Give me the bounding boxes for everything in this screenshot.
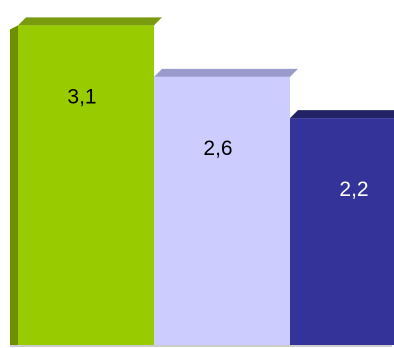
bar-1 xyxy=(10,17,162,345)
bar-2-top-face xyxy=(154,68,298,77)
bar-3-front-face xyxy=(290,118,394,345)
bar-1-top-face xyxy=(18,17,162,26)
bar-1-side-face xyxy=(10,25,18,345)
bar-3-value-label: 2,2 xyxy=(339,178,368,201)
bar-2-value-label: 2,6 xyxy=(203,137,232,160)
bar-3 xyxy=(290,110,394,345)
bar-2 xyxy=(154,68,298,345)
bar-1-value-label: 3,1 xyxy=(67,85,96,108)
bar-3-top-face xyxy=(290,110,394,119)
bar-2-front-face xyxy=(154,76,290,345)
bar-1-front-face xyxy=(18,25,154,345)
